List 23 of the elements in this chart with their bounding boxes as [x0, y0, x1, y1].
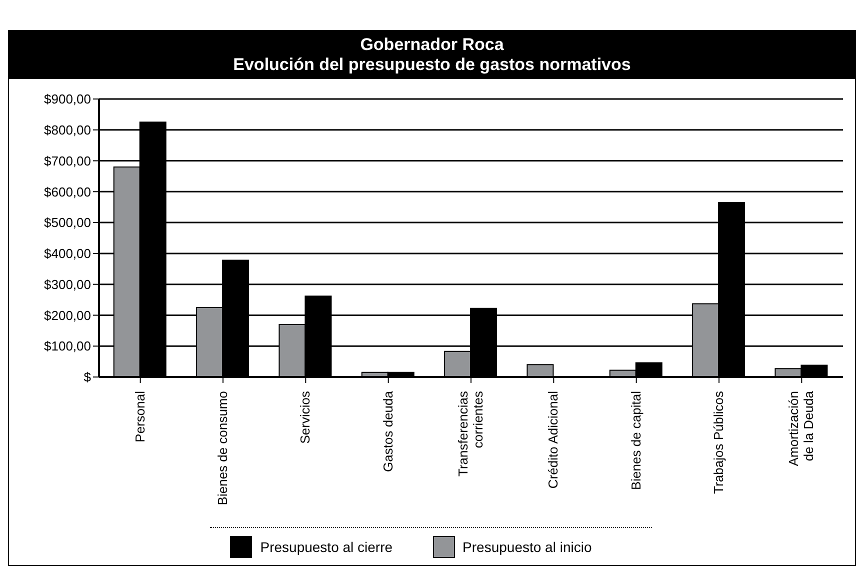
x-tick-label: Transferencias corrientes	[456, 390, 486, 476]
x-tick-label: Trabajos Públicos	[711, 390, 726, 494]
legend-label: Presupuesto al cierre	[259, 538, 393, 557]
y-tick-label: $100,00	[44, 338, 91, 354]
y-tick-label: $200,00	[44, 308, 91, 323]
x-tick-label: Crédito Adicional	[546, 390, 561, 489]
y-tick-label: $300,00	[44, 276, 91, 292]
x-tick-label: Bienes de consumo	[215, 391, 230, 506]
y-tick-label: $700,00	[44, 153, 91, 168]
legend-label: Presupuesto al inicio	[462, 538, 592, 557]
y-tick-label: $	[84, 370, 92, 385]
x-tick-label: Bienes de capital	[628, 390, 644, 490]
y-tick-label: $500,00	[44, 215, 91, 230]
y-tick-label: $800,00	[44, 122, 91, 138]
x-tick-label: Servicios	[298, 390, 313, 444]
chart-subtitle: Evolución del presupuesto de gastos normativos	[232, 55, 632, 75]
x-tick-label: Personal	[132, 390, 148, 442]
x-tick-label: Gastos deuda	[380, 390, 396, 472]
y-tick-label: $600,00	[44, 184, 91, 200]
chart-title: Gobernador Roca	[359, 35, 505, 55]
y-tick-label: $900,00	[44, 92, 91, 107]
y-tick-label: $400,00	[44, 246, 91, 262]
x-tick-label: Amortización de la Deuda	[786, 390, 816, 466]
